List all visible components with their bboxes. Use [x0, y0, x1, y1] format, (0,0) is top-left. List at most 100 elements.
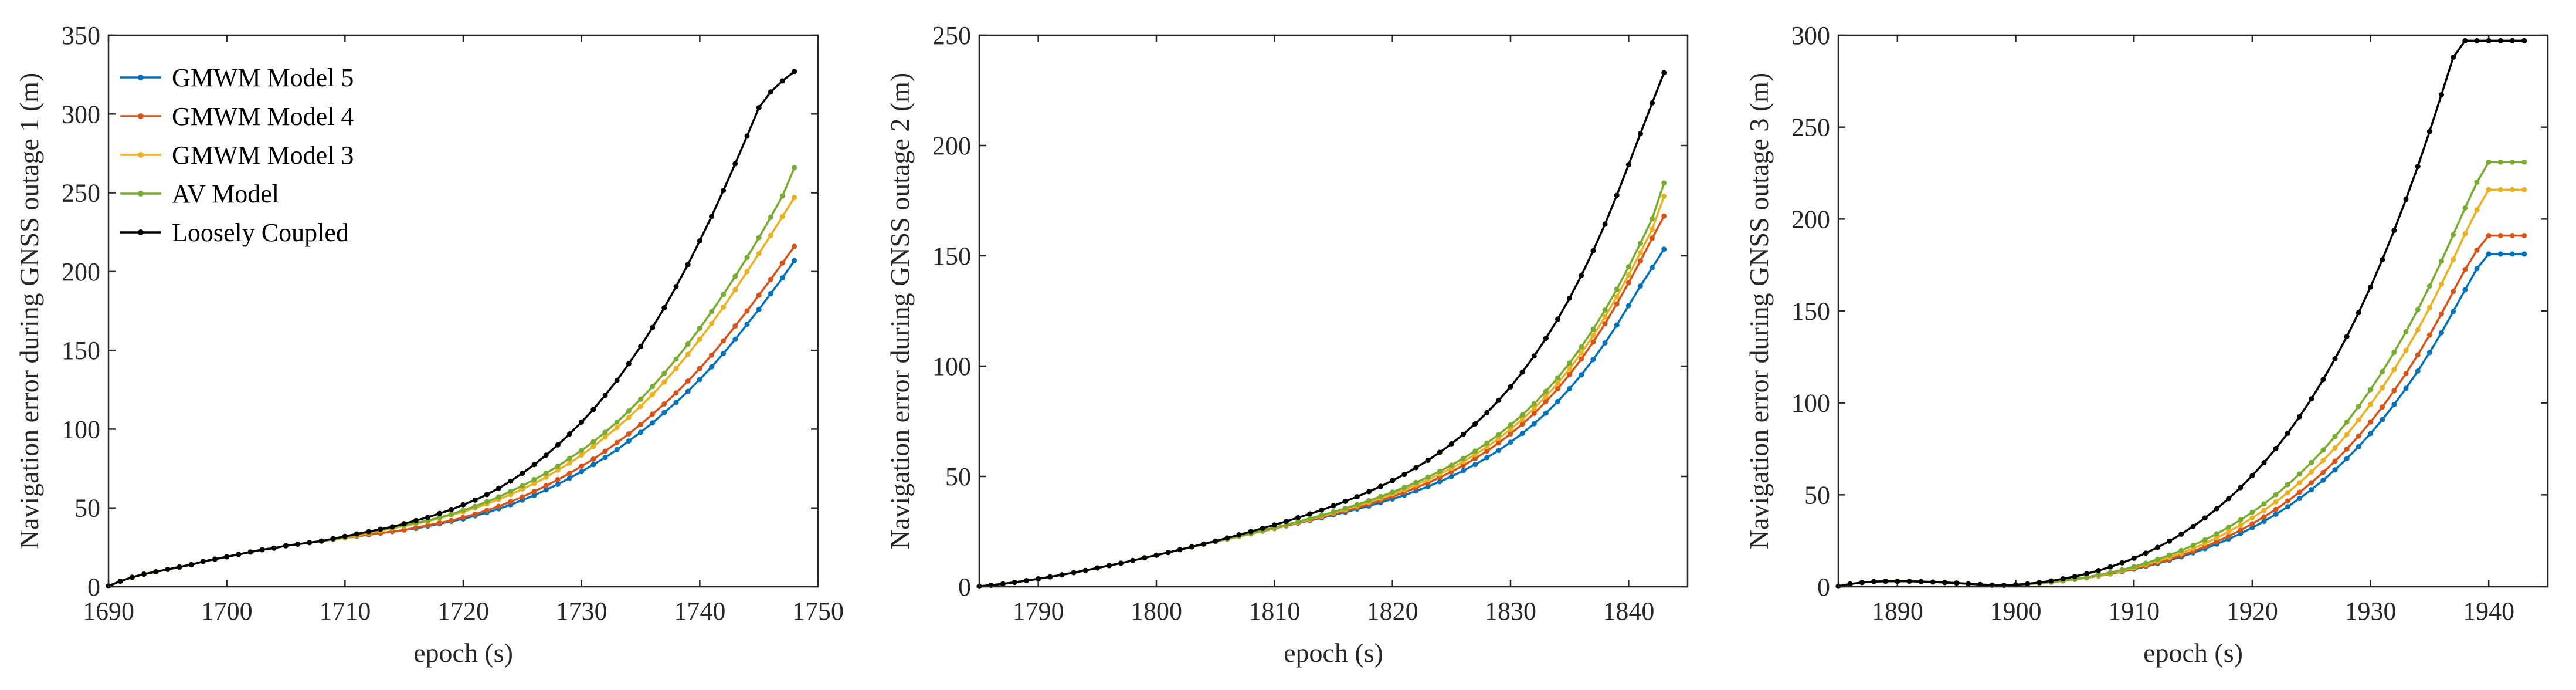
data-point: [2297, 489, 2302, 495]
data-point: [531, 492, 537, 498]
data-point: [2025, 581, 2031, 587]
data-point: [1614, 322, 1620, 328]
data-point: [330, 536, 336, 542]
data-point: [590, 444, 596, 449]
legend-swatch-marker: [138, 113, 144, 119]
data-point: [1461, 431, 1466, 437]
legend-item: Loosely Coupled: [120, 218, 349, 247]
data-point: [661, 370, 667, 376]
data-point: [531, 481, 537, 486]
data-point: [1638, 258, 1643, 264]
data-point: [567, 471, 572, 476]
data-point: [200, 559, 206, 564]
data-point: [2309, 396, 2314, 402]
data-point: [2510, 187, 2515, 192]
data-point: [721, 338, 727, 344]
data-point: [460, 508, 466, 513]
data-point: [413, 518, 419, 523]
data-point: [590, 407, 596, 412]
data-point: [1307, 511, 1313, 517]
data-point: [1248, 529, 1254, 535]
data-point: [792, 243, 797, 249]
data-point: [2391, 350, 2397, 355]
data-point: [2190, 543, 2196, 548]
data-point: [579, 469, 585, 475]
data-point: [2474, 248, 2480, 253]
y-tick-label: 150: [1791, 297, 1830, 326]
data-point: [2356, 404, 2361, 410]
data-point: [2320, 469, 2326, 475]
data-point: [626, 438, 632, 444]
data-point: [2084, 571, 2089, 577]
data-point: [673, 390, 679, 396]
data-point: [508, 478, 514, 484]
data-point: [2297, 480, 2302, 486]
data-point: [2356, 433, 2361, 439]
data-point: [1579, 350, 1584, 356]
data-point: [1508, 431, 1513, 437]
data-point: [1859, 580, 1865, 586]
data-point: [685, 378, 691, 384]
data-point: [1555, 375, 1560, 381]
y-axis-label: Navigation error during GNSS outage 2 (m…: [885, 73, 915, 550]
data-point: [709, 352, 714, 358]
data-point: [2474, 38, 2480, 43]
data-point: [2368, 401, 2373, 407]
data-point: [2344, 419, 2350, 425]
data-point: [318, 538, 324, 544]
data-point: [1118, 560, 1124, 566]
data-point: [1579, 356, 1584, 362]
data-point: [2037, 580, 2042, 586]
data-point: [2380, 368, 2385, 374]
data-point: [1650, 265, 1655, 270]
data-point: [247, 549, 253, 555]
legend-item: GMWM Model 5: [120, 63, 354, 92]
data-point: [709, 321, 714, 326]
data-point: [780, 260, 785, 266]
data-point: [2415, 164, 2421, 170]
data-point: [673, 283, 679, 289]
data-point: [1177, 547, 1183, 553]
data-point: [1130, 557, 1136, 563]
data-point: [1590, 326, 1596, 332]
x-tick-label: 1930: [2345, 597, 2397, 625]
data-point: [2426, 128, 2432, 134]
data-point: [2214, 539, 2219, 544]
data-point: [1579, 344, 1584, 350]
data-point: [1602, 314, 1608, 320]
data-point: [2332, 434, 2338, 439]
data-point: [2332, 445, 2338, 451]
data-point: [2439, 92, 2444, 97]
data-point: [2131, 564, 2137, 570]
data-point: [756, 292, 762, 298]
data-point: [1331, 503, 1336, 509]
y-tick-label: 0: [87, 573, 100, 601]
data-point: [2344, 432, 2350, 438]
data-point: [2497, 251, 2503, 257]
data-point: [626, 408, 632, 414]
data-point: [2439, 311, 2444, 317]
data-point: [2380, 417, 2385, 422]
legend-item: GMWM Model 4: [120, 102, 354, 131]
data-point: [1213, 538, 1219, 544]
data-point: [378, 526, 383, 532]
data-point: [638, 429, 643, 435]
data-point: [721, 188, 727, 193]
data-point: [1555, 380, 1560, 386]
data-point: [188, 562, 194, 567]
data-point: [650, 391, 656, 397]
data-point: [1555, 385, 1560, 391]
data-point: [2486, 251, 2492, 257]
data-point: [283, 543, 289, 549]
x-tick-label: 1830: [1485, 597, 1536, 625]
x-tick-label: 1910: [2108, 597, 2160, 625]
data-point: [1094, 565, 1100, 571]
data-point: [2415, 352, 2421, 358]
data-point: [508, 499, 514, 505]
data-point: [2332, 467, 2338, 473]
x-tick-label: 1790: [1013, 597, 1064, 625]
data-point: [2462, 287, 2468, 293]
legend: GMWM Model 5 GMWM Model 4 GMWM Model 3 AV M…: [120, 63, 354, 247]
data-point: [1508, 422, 1513, 428]
data-point: [2178, 531, 2184, 537]
